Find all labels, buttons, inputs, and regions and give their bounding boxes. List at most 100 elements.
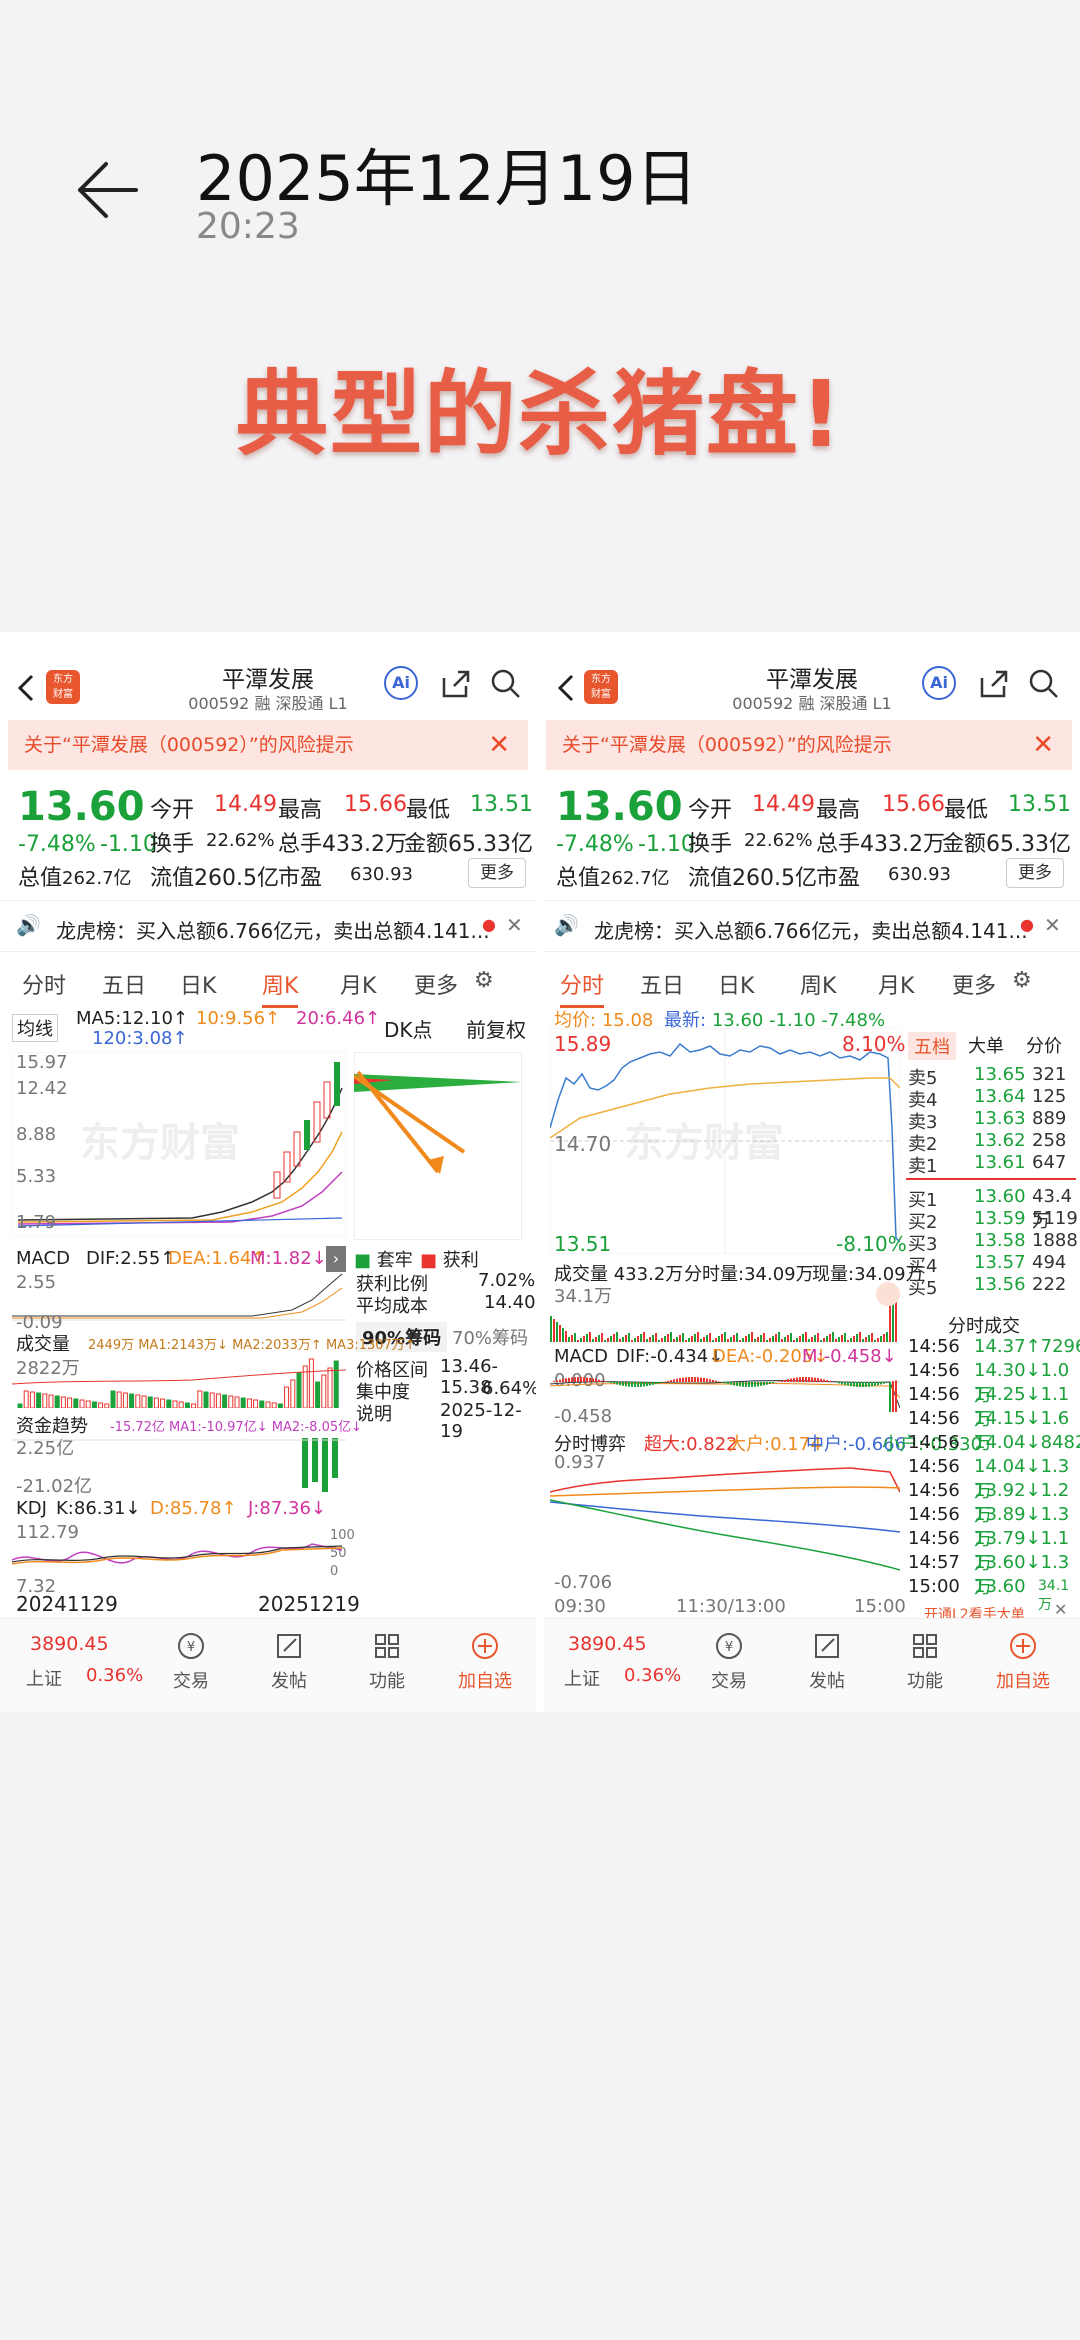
volume-ma: 2449万 MA1:2143万↓ MA2:2033万↑ MA3:1307万↑ bbox=[88, 1338, 416, 1353]
chip90-tab[interactable]: 90%筹码 bbox=[356, 1322, 448, 1352]
ob-tab-price[interactable]: 分价 bbox=[1026, 1036, 1062, 1057]
ask-row-label: 卖3 bbox=[908, 1112, 938, 1133]
volume-y: 2822万 bbox=[16, 1358, 80, 1379]
trade-button[interactable]: ¥ 交易 bbox=[694, 1631, 764, 1693]
dragon-tiger-bar[interactable]: 🔊 龙虎榜：买入总额6.766亿元，卖出总额4.141... ● ✕ bbox=[544, 900, 1080, 952]
macd-bar bbox=[574, 1377, 576, 1382]
bid-row-label: 买5 bbox=[908, 1278, 938, 1299]
macd-bar bbox=[586, 1377, 588, 1382]
macd-bar bbox=[877, 1382, 879, 1386]
back-icon[interactable] bbox=[554, 672, 578, 704]
intraday-volume-bar bbox=[874, 1340, 876, 1342]
close-icon[interactable]: ✕ bbox=[1032, 730, 1054, 760]
share-icon[interactable] bbox=[440, 668, 472, 700]
tab-fenshi[interactable]: 分时 bbox=[560, 968, 605, 1008]
gear-icon[interactable]: ⚙ bbox=[1012, 968, 1032, 993]
close-icon[interactable]: ✕ bbox=[506, 913, 523, 937]
intraday-volume-bar bbox=[565, 1331, 567, 1342]
app-logo: 东方 财富 bbox=[46, 670, 80, 704]
add-watchlist-button[interactable]: 加自选 bbox=[988, 1631, 1058, 1693]
macd-bar bbox=[814, 1377, 816, 1382]
tab-yuek[interactable]: 月K bbox=[878, 974, 915, 999]
volume-bar bbox=[60, 1396, 66, 1408]
expand-arrow-icon[interactable]: › bbox=[326, 1246, 346, 1272]
share-icon[interactable] bbox=[978, 668, 1010, 700]
trade-button[interactable]: ¥ 交易 bbox=[156, 1631, 226, 1693]
plus-circle-icon bbox=[1010, 1633, 1036, 1659]
trades-label[interactable]: 分时成交 bbox=[948, 1316, 1020, 1337]
chip70-tab[interactable]: 70%筹码 bbox=[452, 1328, 529, 1349]
back-icon[interactable] bbox=[14, 672, 38, 704]
gear-icon[interactable]: ⚙ bbox=[474, 968, 494, 993]
tab-wuri[interactable]: 五日 bbox=[102, 974, 147, 999]
volume-bar bbox=[48, 1394, 54, 1408]
close-icon[interactable]: ✕ bbox=[1054, 1600, 1068, 1619]
fund-trend-label[interactable]: 资金趋势 bbox=[16, 1416, 88, 1437]
intraday-volume-bar bbox=[622, 1337, 624, 1342]
fuquan-toggle[interactable]: 前复权 bbox=[466, 1018, 526, 1042]
post-button[interactable]: 发帖 bbox=[792, 1631, 862, 1693]
intraday-volume-bar bbox=[880, 1336, 882, 1342]
tab-rik[interactable]: 日K bbox=[180, 974, 217, 999]
latest-price-line: 最新: 13.60 -1.10 -7.48% bbox=[664, 1006, 885, 1032]
search-icon[interactable] bbox=[1028, 668, 1060, 700]
tab-more[interactable]: 更多 bbox=[952, 974, 997, 999]
ask-row-price: 13.64 bbox=[974, 1086, 1026, 1107]
pe-label: 市盈 bbox=[816, 866, 861, 891]
macd-bar bbox=[778, 1381, 780, 1382]
ob-tab-bigorder[interactable]: 大单 bbox=[968, 1036, 1004, 1057]
note-label: 说明 bbox=[356, 1404, 392, 1425]
volume-bar bbox=[222, 1394, 228, 1408]
ai-button[interactable]: Ai bbox=[384, 666, 418, 700]
close-icon[interactable]: ✕ bbox=[488, 730, 510, 760]
open-label: 今开 bbox=[688, 798, 733, 823]
volume-bar bbox=[246, 1398, 252, 1408]
last-price: 13.60 bbox=[18, 784, 145, 830]
trade-detail: 14.30↓1.0万 bbox=[974, 1360, 1070, 1406]
dragon-tiger-bar[interactable]: 🔊 龙虎榜：买入总额6.766亿元，卖出总额4.141... ● ✕ bbox=[0, 900, 536, 952]
dk-point[interactable]: DK点 bbox=[384, 1018, 433, 1042]
macd-bar bbox=[562, 1378, 564, 1382]
legend-profit-label: 获利 bbox=[442, 1250, 479, 1271]
game-label[interactable]: 分时博弈 bbox=[554, 1434, 626, 1455]
macd-y-top: 2.55 bbox=[16, 1272, 57, 1293]
intraday-volume-bar bbox=[820, 1340, 822, 1342]
volume-label[interactable]: 成交量 bbox=[16, 1334, 70, 1355]
ai-button[interactable]: Ai bbox=[922, 666, 956, 700]
kdj-right-0: 0 bbox=[330, 1564, 339, 1579]
post-button[interactable]: 发帖 bbox=[254, 1631, 324, 1693]
tab-fenshi[interactable]: 分时 bbox=[22, 974, 67, 999]
macd-bar bbox=[613, 1382, 615, 1384]
mcap-value: 262.7亿 bbox=[62, 868, 132, 889]
add-watchlist-button[interactable]: 加自选 bbox=[450, 1631, 520, 1693]
function-button[interactable]: 功能 bbox=[890, 1631, 960, 1693]
more-button[interactable]: 更多 bbox=[468, 858, 526, 888]
more-button[interactable]: 更多 bbox=[1006, 858, 1064, 888]
game-superlarge: 超大:0.822 bbox=[644, 1434, 738, 1455]
tab-yuek[interactable]: 月K bbox=[340, 974, 377, 999]
ob-tab-five[interactable]: 五档 bbox=[908, 1032, 956, 1060]
macd-bar bbox=[763, 1382, 765, 1386]
tab-zhouk[interactable]: 周K bbox=[262, 968, 299, 1008]
intraday-volume-bar bbox=[670, 1332, 672, 1342]
volume-label[interactable]: 成交量 433.2万 bbox=[554, 1260, 683, 1286]
tab-more[interactable]: 更多 bbox=[414, 974, 459, 999]
close-icon[interactable]: ✕ bbox=[1044, 913, 1061, 937]
search-icon[interactable] bbox=[490, 668, 522, 700]
intraday-volume-bar bbox=[598, 1335, 600, 1342]
price-range-label: 价格区间 bbox=[356, 1360, 428, 1381]
risk-notice-bar[interactable]: 关于“平潭发展（000592）”的风险提示 ✕ bbox=[8, 720, 528, 770]
risk-notice-bar[interactable]: 关于“平潭发展（000592）”的风险提示 ✕ bbox=[546, 720, 1072, 770]
index-value[interactable]: 3890.45 bbox=[30, 1633, 109, 1655]
tab-zhouk[interactable]: 周K bbox=[800, 974, 837, 999]
ma-selector[interactable]: 均线 bbox=[12, 1014, 58, 1042]
ask-row-volume: 647 bbox=[1032, 1152, 1067, 1173]
bottom-toolbar: 3890.45 上证 0.36% ¥ 交易 发帖 功能 加自选 bbox=[0, 1618, 536, 1712]
back-arrow-icon[interactable] bbox=[76, 160, 140, 220]
index-value[interactable]: 3890.45 bbox=[568, 1633, 647, 1655]
time-axis-end: 15:00 bbox=[854, 1596, 906, 1617]
tab-wuri[interactable]: 五日 bbox=[640, 974, 685, 999]
volume-bar bbox=[153, 1397, 159, 1408]
function-button[interactable]: 功能 bbox=[352, 1631, 422, 1693]
tab-rik[interactable]: 日K bbox=[718, 974, 755, 999]
